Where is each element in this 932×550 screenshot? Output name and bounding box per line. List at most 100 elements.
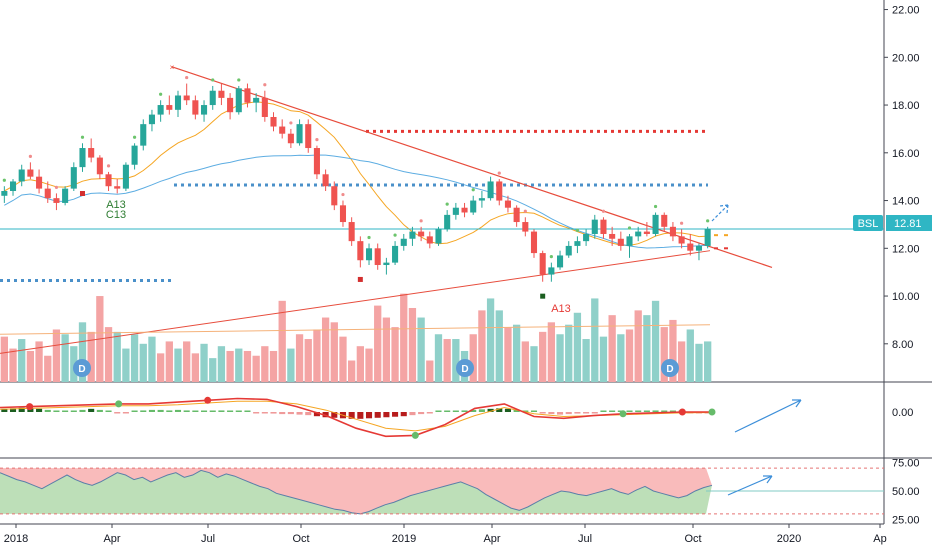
volume-bar: [261, 346, 269, 382]
sequence-marker: [445, 202, 449, 206]
volume-bar: [443, 339, 451, 382]
volume-bar: [547, 322, 556, 382]
macd-histogram-bar: [331, 412, 338, 418]
macd-signal-line: [0, 400, 713, 432]
macd-histogram-bar: [478, 409, 485, 412]
volume-bar: [660, 327, 668, 382]
volume-bar: [330, 322, 338, 382]
volume-bar: [243, 350, 252, 382]
svg-text:D: D: [461, 364, 468, 375]
candle-body: [609, 233, 616, 239]
time-axis[interactable]: 2018 Apr Jul Oct 2019 Apr Jul Oct 2020 Ap: [4, 524, 887, 545]
macd-histogram-bar: [470, 409, 477, 412]
candle-body: [504, 200, 511, 208]
volume-bar: [122, 348, 130, 382]
sequence-marker: [601, 209, 606, 213]
candle-body: [522, 222, 529, 232]
macd-histogram-bar: [496, 408, 503, 412]
x-tick-label: 2018: [4, 533, 28, 545]
macd-histogram-bar: [444, 410, 451, 412]
macd-line: [0, 397, 712, 438]
volume-bar: [686, 329, 694, 382]
volume-bar: [704, 341, 712, 382]
symbol-price-tag[interactable]: BSL 12.81: [853, 215, 932, 231]
candle-body: [565, 245, 572, 256]
macd-histogram-bar: [357, 412, 364, 419]
macd-cross-dot: [115, 400, 123, 408]
volume-bar: [539, 331, 547, 382]
dividend-marker-1[interactable]: D: [73, 359, 91, 377]
sequence-marker: [159, 92, 163, 96]
volume-bar: [87, 331, 95, 382]
volume-bar: [217, 346, 226, 382]
volume-bar: [591, 298, 599, 382]
volume-bar: [512, 324, 521, 382]
moving-average-long: [0, 250, 711, 354]
annotation-a13-2: A13: [551, 303, 571, 315]
rsi-axis-label: 75.00: [892, 457, 920, 469]
volume-bar: [556, 334, 564, 382]
candle-body: [626, 236, 633, 246]
macd-histogram-bar: [574, 412, 581, 414]
volume-bar: [209, 358, 217, 382]
macd-histogram-bar: [9, 408, 17, 412]
sequence-marker: [367, 235, 371, 240]
sequence-marker: [706, 219, 710, 223]
volume-bar: [634, 310, 642, 382]
sequence-marker: [393, 233, 397, 237]
volume-bar: [313, 329, 321, 382]
macd-histogram-bar: [88, 408, 95, 412]
macd-histogram-bar: [192, 410, 199, 412]
macd-histogram-bar: [669, 410, 676, 412]
volume-bar: [677, 341, 686, 382]
x-tick-label: Jul: [578, 533, 592, 545]
sequence-marker: [575, 228, 580, 232]
macd-histogram-bar: [348, 412, 355, 419]
price-axis[interactable]: 22.00 20.00 18.00 16.00 14.00 12.00 10.00 8.00: [884, 5, 920, 351]
rsi-overbought-fill: [0, 468, 712, 514]
volume-bar: [599, 336, 608, 382]
x-tick-label: Jul: [201, 533, 215, 545]
macd-histogram-bar: [409, 412, 416, 416]
candle-body: [574, 241, 581, 246]
volume-bar: [504, 327, 512, 382]
volume-bar: [26, 350, 35, 382]
macd-histogram-bar: [148, 409, 155, 412]
volume-bar: [304, 339, 312, 382]
candle-body: [600, 219, 607, 234]
candle-body: [79, 148, 86, 168]
volume-bar: [434, 334, 443, 382]
x-tick-label: Oct: [684, 533, 701, 545]
macd-histogram-bar: [522, 410, 529, 412]
sequence-marker: [549, 255, 553, 259]
dividend-marker-3[interactable]: D: [661, 359, 679, 377]
volume-bar: [617, 334, 625, 382]
rsi-indicator: 75.00 50.00 25.00: [0, 457, 920, 527]
candle-body: [591, 219, 598, 234]
volume-bar: [695, 343, 703, 382]
price-candles: [1, 83, 711, 282]
last-price-label: 12.81: [894, 218, 922, 230]
candle-body: [392, 245, 399, 263]
candle-body: [44, 188, 51, 199]
arrow-rsi: [727, 475, 773, 496]
macd-histogram-bar: [209, 410, 216, 412]
volume-bar: [478, 310, 486, 382]
candle-body: [96, 157, 103, 175]
dividend-marker-2[interactable]: D: [456, 359, 474, 377]
macd-histogram-bar: [548, 412, 555, 415]
macd-histogram-bar: [174, 409, 182, 412]
macd-histogram-bar: [44, 409, 51, 412]
macd-cross-dot: [619, 410, 627, 418]
sequence-marker: [185, 75, 189, 80]
candle-body: [548, 267, 555, 275]
arrow-macd: [734, 399, 802, 433]
macd-axis-label: 0.00: [892, 407, 913, 419]
sequence-marker: [523, 209, 527, 213]
volume-bar: [486, 298, 495, 382]
moving-average-short: [4, 101, 708, 247]
annotation-a13-1: A13: [106, 199, 126, 211]
macd-histogram-bar: [227, 410, 234, 412]
macd-histogram-bar: [261, 412, 268, 414]
volume-bar: [365, 348, 373, 382]
